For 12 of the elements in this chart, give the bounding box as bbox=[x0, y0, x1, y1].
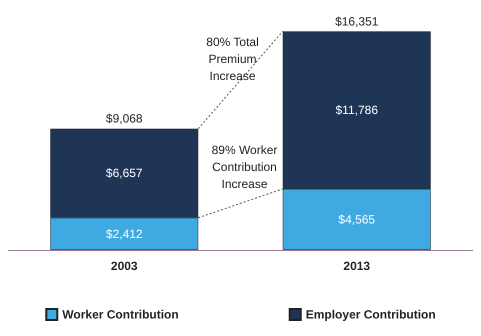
annotation: 89% Worker Contribution Increase bbox=[212, 142, 278, 191]
data-label: $2,412 bbox=[106, 226, 143, 241]
total-label: $16,351 bbox=[335, 14, 379, 28]
x-tick-label: 2003 bbox=[110, 259, 138, 273]
total-label: $9,068 bbox=[106, 112, 143, 126]
data-label: $4,565 bbox=[338, 212, 376, 226]
data-label: $11,786 bbox=[336, 103, 378, 118]
x-tick-label: 2013 bbox=[343, 259, 370, 273]
annotation: 80% Total Premium Increase bbox=[206, 34, 259, 83]
legend-label: Employer Contribution bbox=[306, 308, 436, 322]
data-label: $6,657 bbox=[106, 166, 143, 180]
legend-label: Worker Contribution bbox=[62, 308, 179, 322]
